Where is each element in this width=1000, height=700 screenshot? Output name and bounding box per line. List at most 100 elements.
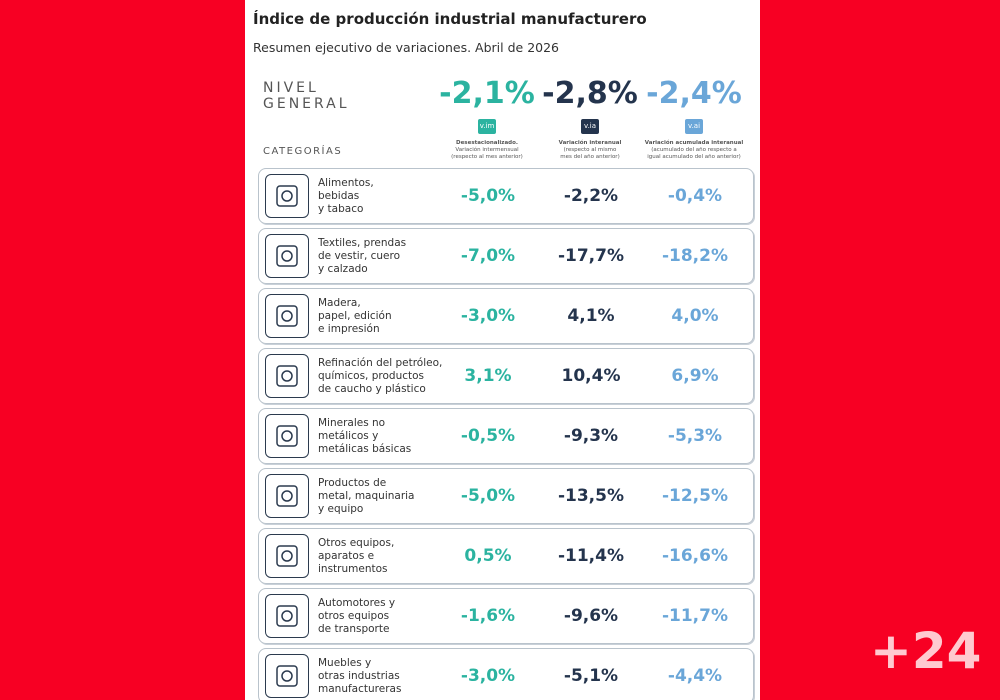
icon-graphic [276,245,298,267]
icon-graphic [276,545,298,567]
category-line: metal, maquinaria [318,490,415,502]
description-line: igual acumulado del año anterior) [647,154,741,160]
category-line: y equipo [318,503,364,515]
category-name: Muebles y otras industrias manufactureras [318,657,401,696]
icon-graphic [276,485,298,507]
category-value: -11,7% [661,606,729,626]
category-row: Refinación del petróleo, químicos, produc… [258,348,754,404]
category-value: -9,3% [563,426,619,446]
category-value: -5,1% [563,666,619,686]
general-value: -2,8% [542,76,638,111]
category-icon [265,594,309,638]
icon-graphic [276,185,298,207]
category-name: Minerales no metálicos y metálicas básicas [318,417,411,456]
description-line: mes del año anterior) [560,154,620,160]
column-badge: v.ia [581,119,599,134]
category-icon [265,534,309,578]
column-description: Desestacionalizado. Variación intermensua… [432,140,542,161]
category-line: otras industrias [318,670,400,682]
general-label: NIVEL [263,80,319,96]
category-line: otros equipos [318,610,390,622]
category-line: bebidas [318,190,360,202]
category-value: -5,0% [460,486,516,506]
category-value: -17,7% [557,246,625,266]
description-line: Desestacionalizado. [456,140,518,146]
column-description: Variación acumulada interanual (acumulado… [639,140,749,161]
category-value: -7,0% [460,246,516,266]
category-row: Minerales no metálicos y metálicas básicas… [258,408,754,464]
category-row: Otros equipos, aparatos e instrumentos 0,5%… [258,528,754,584]
category-line: de transporte [318,623,390,635]
icon-graphic [276,365,298,387]
categories-label: CATEGORÍAS [263,146,343,157]
title: Índice de producción industrial manufact… [253,10,647,28]
category-value: -0,4% [667,186,723,206]
category-row: Productos de metal, maquinaria y equipo -5,… [258,468,754,524]
category-line: papel, edición [318,310,392,322]
category-name: Refinación del petróleo, químicos, produc… [318,357,442,396]
category-line: Refinación del petróleo, [318,357,443,369]
category-value: -5,3% [667,426,723,446]
general-value: -2,4% [646,76,742,111]
category-icon [265,294,309,338]
category-value: -3,0% [460,306,516,326]
category-value: 0,5% [464,546,512,566]
column-description: Variación interanual (respecto al mismo me… [535,140,645,161]
category-value: -3,0% [460,666,516,686]
category-line: Alimentos, [318,177,374,189]
category-line: manufactureras [318,683,402,695]
category-value: 10,4% [561,366,621,386]
category-value: -16,6% [661,546,729,566]
category-line: Muebles y [318,657,372,669]
category-icon [265,474,309,518]
category-icon [265,654,309,698]
description-line: (acumulado del año respecto a [651,147,737,153]
general-label: GENERAL [263,96,350,112]
category-name: Madera, papel, edición e impresión [318,297,392,336]
category-icon [265,234,309,278]
category-value: -2,2% [563,186,619,206]
category-line: y tabaco [318,203,364,215]
category-icon [265,414,309,458]
category-line: aparatos e [318,550,375,562]
category-value: -5,0% [460,186,516,206]
category-line: Madera, [318,297,361,309]
panel: Índice de producción industrial manufact… [245,0,760,700]
logo: +24 [870,622,982,680]
category-line: Minerales no [318,417,386,429]
category-line: Otros equipos, [318,537,395,549]
description-line: (respecto al mes anterior) [451,154,523,160]
category-value: -12,5% [661,486,729,506]
category-name: Alimentos, bebidas y tabaco [318,177,374,216]
category-value: -13,5% [557,486,625,506]
category-row: Automotores y otros equipos de transporte -… [258,588,754,644]
category-row: Madera, papel, edición e impresión -3,0% 4,1… [258,288,754,344]
category-line: y calzado [318,263,368,275]
category-value: 3,1% [464,366,512,386]
subtitle: Resumen ejecutivo de variaciones. Abril … [253,40,559,55]
category-line: metálicos y [318,430,379,442]
category-icon [265,354,309,398]
category-line: químicos, productos [318,370,425,382]
icon-graphic [276,665,298,687]
category-line: Automotores y [318,597,396,609]
category-value: 4,0% [671,306,719,326]
category-line: e impresión [318,323,380,335]
category-name: Otros equipos, aparatos e instrumentos [318,537,394,576]
category-value: -4,4% [667,666,723,686]
icon-graphic [276,305,298,327]
category-name: Textiles, prendas de vestir, cuero y calza… [318,237,406,276]
description-line: (respecto al mismo [563,147,617,153]
category-row: Alimentos, bebidas y tabaco -5,0% -2,2% -0,4% [258,168,754,224]
category-value: -18,2% [661,246,729,266]
icon-graphic [276,605,298,627]
column-badge: v.im [478,119,496,134]
category-line: metálicas básicas [318,443,412,455]
icon-graphic [276,425,298,447]
category-line: Productos de [318,477,387,489]
category-icon [265,174,309,218]
description-line: Variación interanual [558,140,622,146]
column-badge: v.ai [685,119,703,134]
category-line: Textiles, prendas [318,237,407,249]
